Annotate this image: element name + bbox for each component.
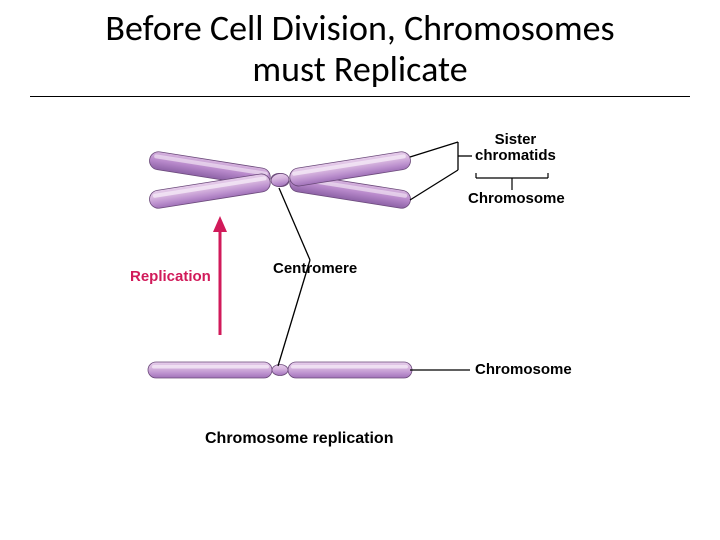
page-title: Before Cell Division, Chromosomes must R…	[0, 8, 720, 91]
replicated-chromosome	[148, 150, 412, 209]
title-line1: Before Cell Division, Chromosomes	[105, 6, 614, 50]
chromosome-bottom-label: Chromosome	[475, 361, 572, 378]
single-chromosome	[148, 362, 412, 378]
centromere-lines	[278, 188, 310, 366]
centromere-label: Centromere	[273, 260, 357, 277]
caption-label: Chromosome replication	[205, 430, 393, 448]
sister-chromatids-bracket	[410, 142, 472, 200]
slide: Before Cell Division, Chromosomes must R…	[0, 0, 720, 540]
sister-chromatids-text: Sister chromatids	[475, 131, 556, 164]
replication-label: Replication	[130, 268, 211, 285]
chromosome-top-label: Chromosome	[468, 190, 565, 207]
title-line2: must Replicate	[252, 47, 467, 91]
sister-chromatids-label: Sister chromatids	[475, 132, 556, 164]
title-underline	[30, 96, 690, 97]
replication-arrow	[213, 216, 227, 335]
diagram: Replication Centromere Sister chromatids…	[110, 120, 630, 490]
chromosome-top-bracket	[476, 173, 548, 190]
